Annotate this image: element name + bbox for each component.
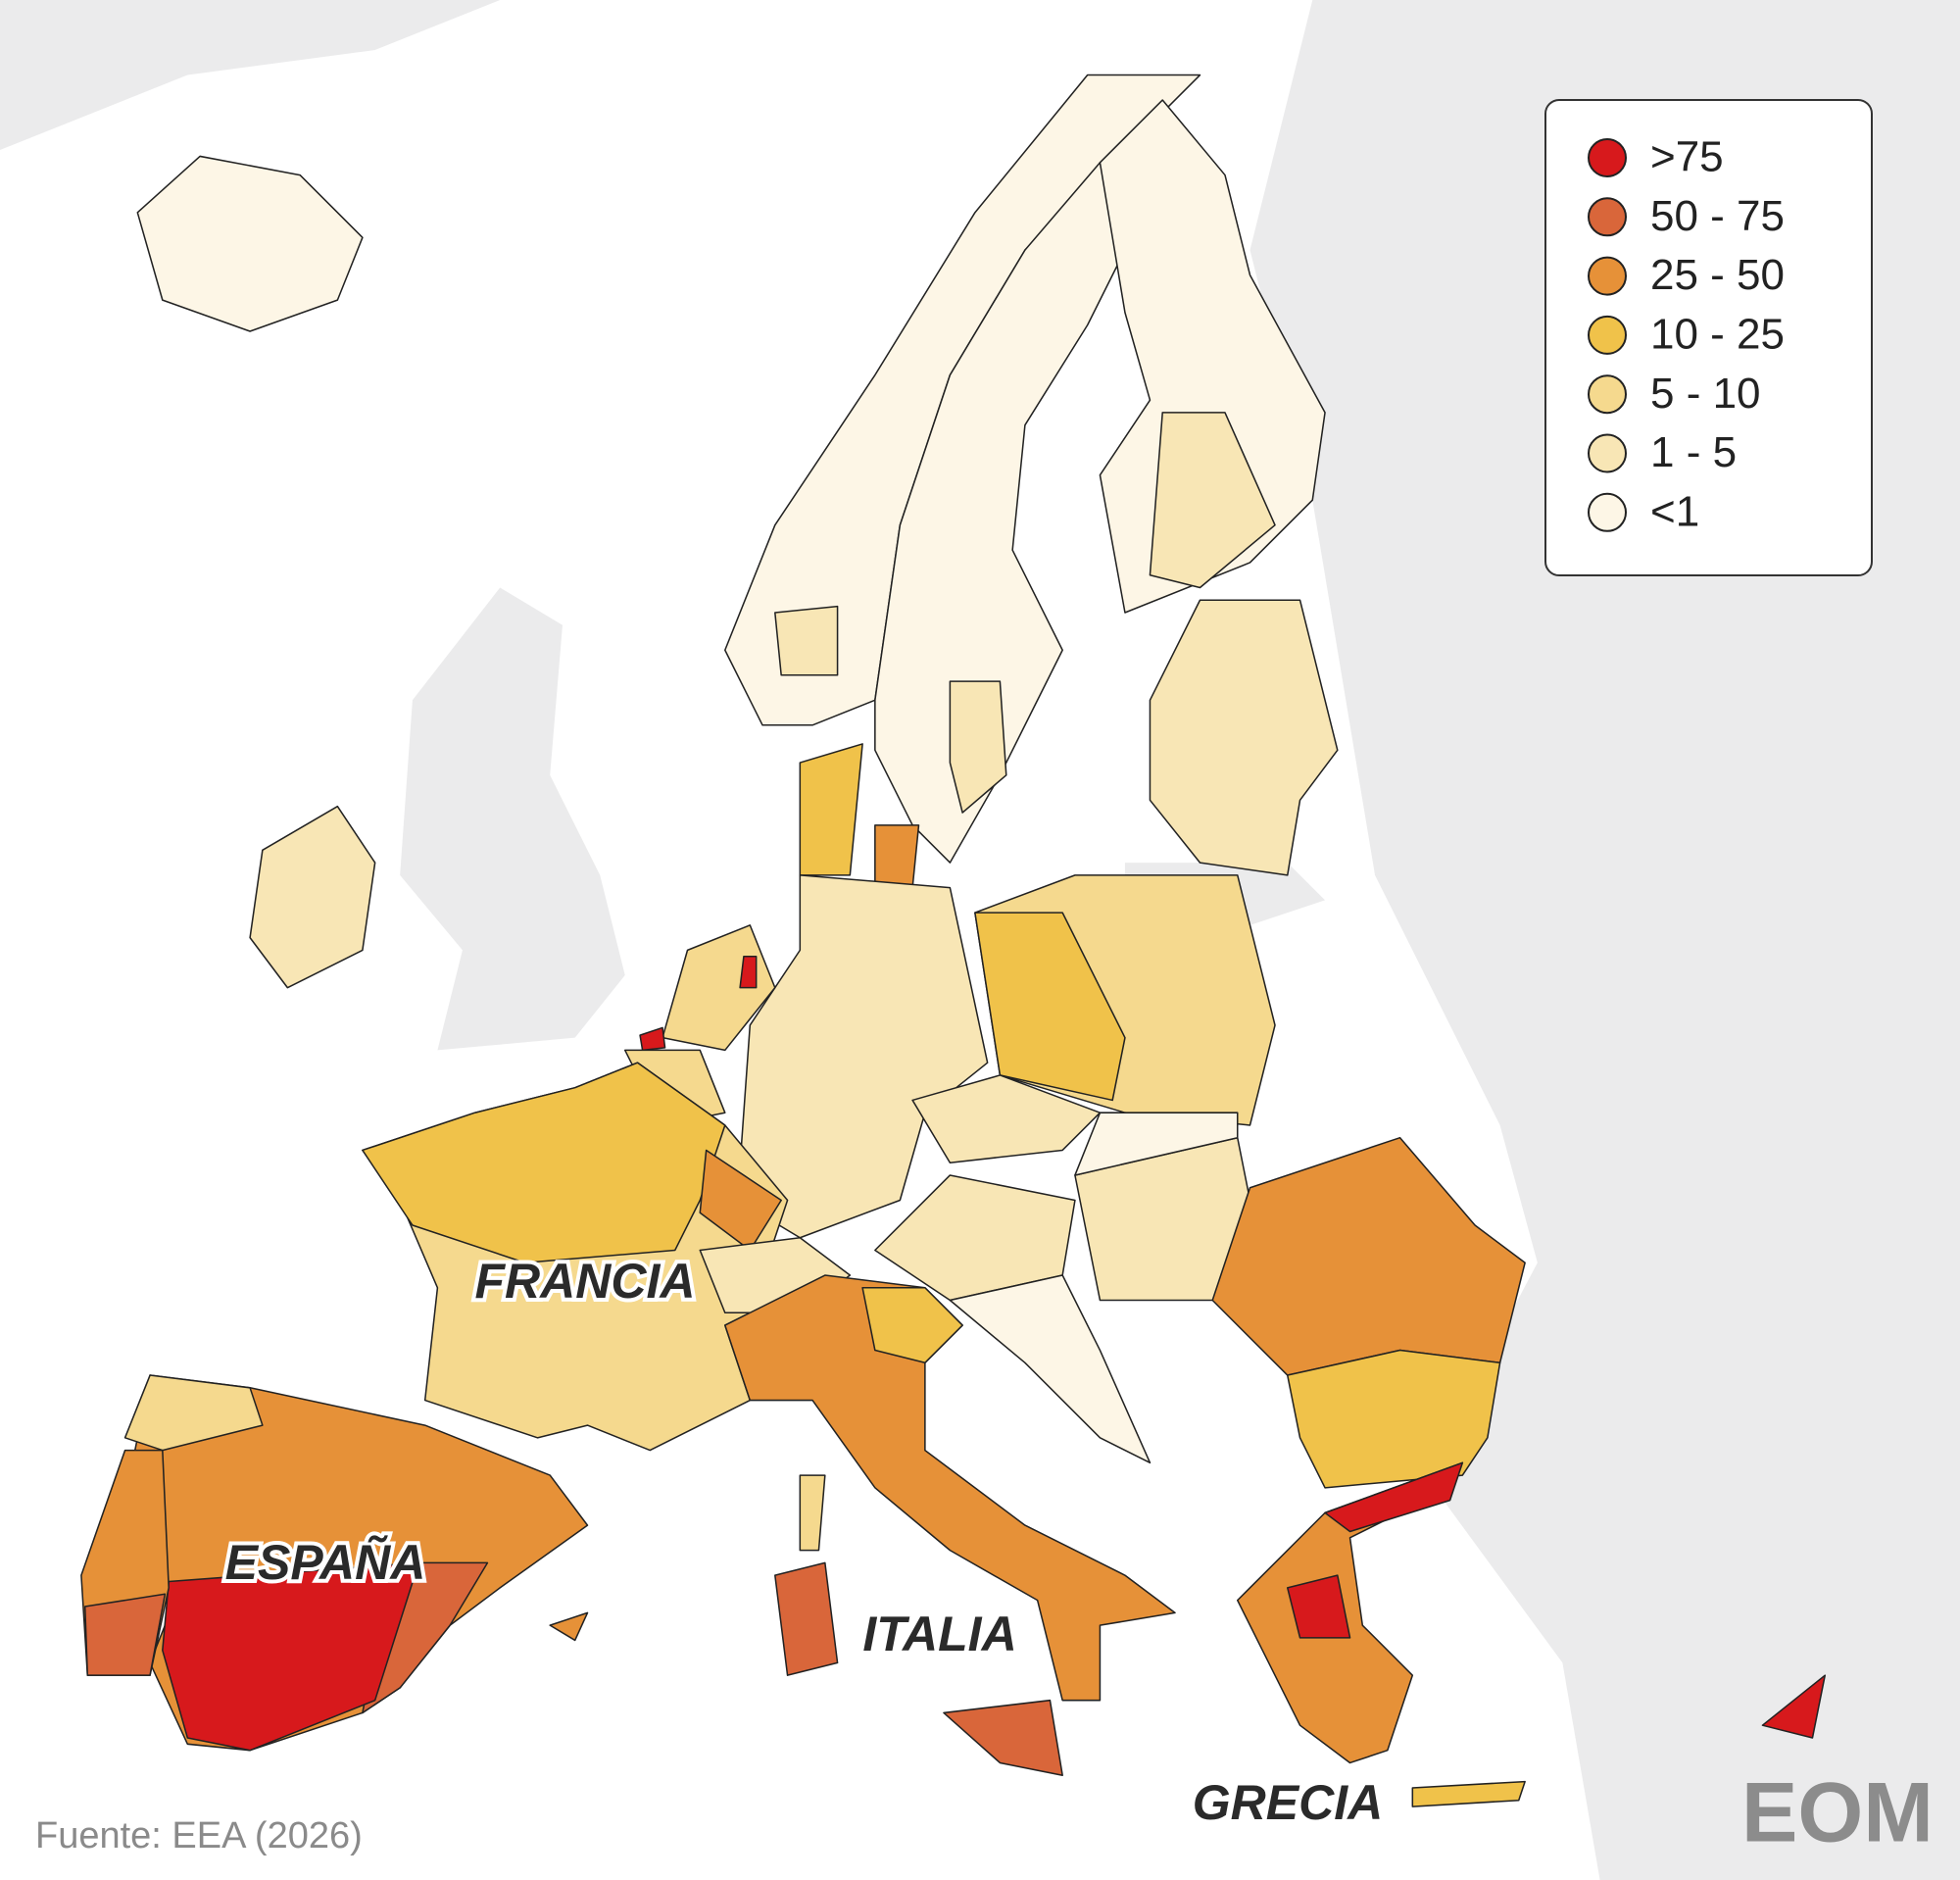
crete	[1411, 1780, 1526, 1807]
spain-north	[123, 1374, 264, 1452]
bulgaria	[1286, 1349, 1501, 1489]
legend-label: >75	[1650, 133, 1724, 181]
legend-swatch	[1588, 256, 1627, 296]
non-eu-land	[0, 0, 501, 151]
czechia	[911, 1074, 1102, 1163]
iceland	[136, 155, 364, 332]
norway-region	[774, 605, 839, 676]
legend-label: <1	[1650, 487, 1699, 535]
legend-label: 25 - 50	[1650, 251, 1785, 299]
netherlands-region	[739, 955, 758, 989]
italy-north	[861, 1286, 963, 1364]
corsica	[799, 1474, 826, 1552]
legend-box	[1544, 99, 1873, 576]
sicily	[943, 1699, 1063, 1776]
legend-swatch	[1588, 138, 1627, 177]
country-label: GRECIA	[1193, 1775, 1383, 1830]
poland-west	[974, 912, 1126, 1102]
greece-northeast	[1324, 1461, 1464, 1533]
slovakia	[1074, 1112, 1239, 1176]
greece-center	[1286, 1574, 1351, 1639]
finland-region	[1149, 412, 1276, 589]
netherlands-region	[639, 1026, 666, 1052]
legend-swatch	[1588, 492, 1627, 532]
country-label: ESPAÑA	[225, 1535, 426, 1590]
austria	[874, 1174, 1076, 1302]
cyprus	[1761, 1674, 1826, 1739]
legend-label: 1 - 5	[1650, 428, 1737, 476]
portugal-south	[83, 1593, 167, 1676]
country-label: FRANCIA	[475, 1254, 696, 1309]
croatia-slovenia	[949, 1274, 1152, 1464]
legend-label: 10 - 25	[1650, 311, 1785, 359]
spain-south	[162, 1561, 420, 1752]
legend-swatch	[1588, 315, 1627, 355]
sweden-region	[949, 680, 1007, 814]
denmark	[799, 743, 863, 876]
sardinia	[774, 1561, 839, 1676]
country-label: ITALIA	[862, 1607, 1016, 1661]
romania	[1211, 1136, 1526, 1376]
legend: >75 50 - 75 25 - 50 10 - 25 5 - 10 1 - 5 <1	[1588, 133, 1785, 535]
denmark-islands	[874, 824, 920, 889]
logo: EOM	[1741, 1766, 1934, 1860]
legend-label: 50 - 75	[1650, 192, 1785, 240]
ireland	[249, 805, 376, 989]
legend-label: 5 - 10	[1650, 370, 1761, 418]
balearic	[549, 1611, 589, 1642]
baltics	[1149, 599, 1339, 876]
non-eu-land	[400, 587, 625, 1051]
source: Fuente: EEA (2026)	[35, 1815, 363, 1856]
sweden	[874, 162, 1126, 864]
legend-swatch	[1588, 197, 1627, 237]
legend-swatch	[1588, 433, 1627, 473]
legend-swatch	[1588, 374, 1627, 415]
